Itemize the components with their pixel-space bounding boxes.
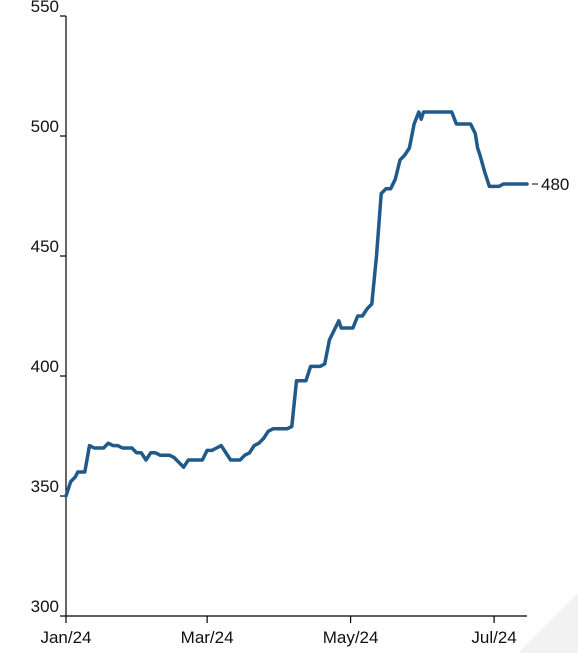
plot-area: 300 350 400 450 500 550 Jan/24 Mar/24 May/24 Jul/… xyxy=(31,0,570,647)
y-tick-label-500: 500 xyxy=(31,117,59,136)
y-tick-label-550: 550 xyxy=(31,0,59,16)
end-value-label: 480 xyxy=(541,175,569,194)
x-tick-label-Jul/24: Jul/24 xyxy=(471,628,516,647)
x-tick-label-Mar/24: Mar/24 xyxy=(181,628,234,647)
y-tick-label-350: 350 xyxy=(31,477,59,496)
series-line-0 xyxy=(64,110,529,498)
x-tick-label-Jan/24: Jan/24 xyxy=(40,628,91,647)
y-tick-label-450: 450 xyxy=(31,237,59,256)
x-tick-label-May/24: May/24 xyxy=(323,628,379,647)
corner-watermark xyxy=(518,593,578,653)
y-tick-label-300: 300 xyxy=(31,597,59,616)
y-tick-label-400: 400 xyxy=(31,357,59,376)
